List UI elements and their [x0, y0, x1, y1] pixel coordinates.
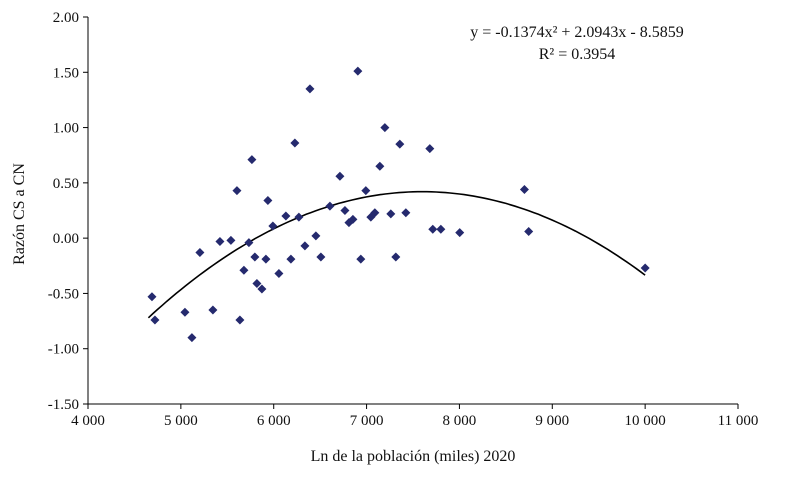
data-point-marker [386, 209, 396, 219]
data-point-marker [519, 184, 529, 194]
data-point-marker [425, 144, 435, 154]
data-point-marker [263, 196, 273, 206]
data-point-marker [395, 139, 405, 149]
data-point-marker [428, 224, 438, 234]
data-point-marker [455, 228, 465, 238]
y-tick-label: 1.50 [53, 65, 79, 81]
data-point-marker [244, 238, 254, 248]
x-tick-label: 8 000 [443, 413, 477, 429]
data-point-marker [226, 235, 236, 245]
y-tick-label: 2.00 [53, 10, 79, 26]
x-tick-label: 6 000 [257, 413, 291, 429]
y-tick-label: -1.50 [48, 397, 79, 413]
data-point-marker [232, 186, 242, 196]
data-point-marker [640, 263, 650, 273]
data-point-marker [391, 252, 401, 262]
trendline-curve [147, 190, 646, 319]
data-point-marker [348, 214, 358, 224]
data-point-marker [335, 171, 345, 181]
x-tick-label: 5 000 [164, 413, 198, 429]
data-point-marker [215, 236, 225, 246]
data-point-marker [257, 284, 267, 294]
data-point-marker [250, 252, 260, 262]
x-tick-label: 7 000 [350, 413, 384, 429]
data-point-marker [261, 254, 271, 264]
y-tick-label: -0.50 [48, 286, 79, 302]
y-tick-label: -1.00 [48, 342, 79, 358]
data-point-marker [340, 206, 350, 215]
data-point-marker [235, 315, 245, 325]
data-point-marker [281, 211, 291, 221]
x-tick-label: 10 000 [625, 413, 666, 429]
trendline-equation-text: y = -0.1374x² + 2.0943x - 8.5859 [470, 24, 684, 41]
r-squared-text: R² = 0.3954 [539, 46, 616, 63]
data-point-marker [316, 252, 326, 262]
data-point-marker [356, 254, 366, 264]
y-axis-title: Razón CS a CN [11, 163, 28, 265]
data-point-marker [305, 84, 315, 94]
data-point-marker [150, 315, 160, 325]
plot-marks: 4 000 5 000 6 000 7 000 8 000 9 000 10 000 11 0… [48, 10, 759, 429]
data-point-marker [401, 208, 411, 218]
data-point-marker [187, 333, 197, 343]
y-tick-label: 0.50 [53, 176, 79, 192]
data-point-marker [239, 265, 249, 275]
data-point-marker [294, 212, 304, 222]
data-point-marker [370, 208, 380, 218]
data-point-marker [300, 241, 310, 251]
data-point-marker [180, 307, 190, 317]
data-point-marker [524, 227, 534, 237]
data-point-marker [375, 161, 385, 171]
data-point-marker [311, 231, 321, 241]
x-tick-label: 4 000 [71, 413, 105, 429]
data-point-marker [268, 221, 278, 231]
data-point-marker [252, 278, 262, 288]
data-point-marker [147, 292, 157, 302]
data-point-marker [380, 123, 390, 133]
x-tick-label: 9 000 [535, 413, 569, 429]
data-point-marker [274, 269, 284, 279]
data-point-marker [247, 155, 257, 165]
data-point-marker [353, 66, 363, 76]
data-point-marker [195, 248, 205, 258]
data-point-marker [286, 254, 296, 264]
data-point-marker [290, 138, 300, 148]
y-tick-label: 1.00 [53, 121, 79, 137]
x-tick-label: 11 000 [718, 413, 759, 429]
y-tick-label: 0.00 [53, 231, 79, 247]
data-point-marker [436, 224, 446, 234]
data-point-marker [208, 305, 218, 315]
data-point-marker [361, 186, 371, 196]
x-axis-title: Ln de la población (miles) 2020 [311, 448, 516, 465]
data-point-marker [325, 201, 335, 211]
